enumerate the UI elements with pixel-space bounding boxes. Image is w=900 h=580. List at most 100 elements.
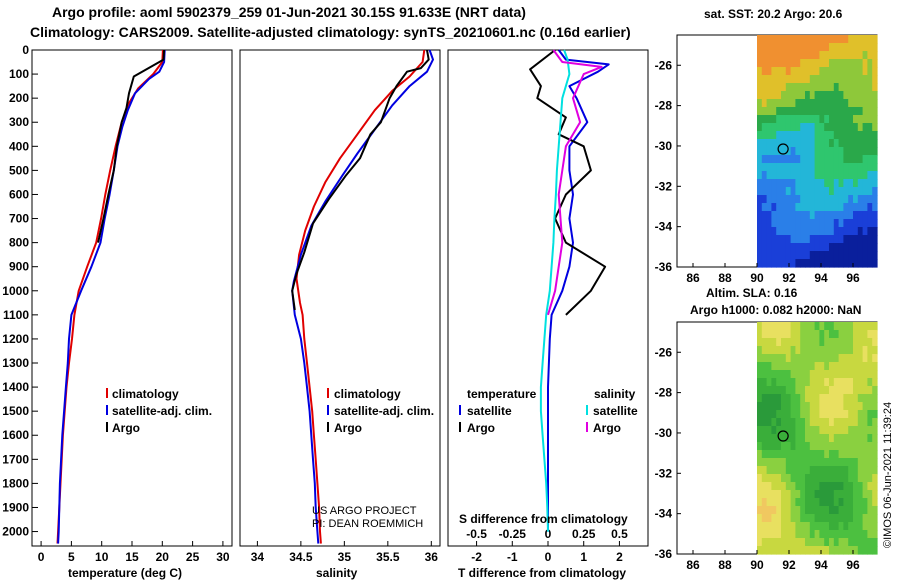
map-cell: [819, 99, 825, 108]
map-cell: [872, 322, 878, 331]
map-cell: [800, 187, 806, 196]
map-cell: [766, 394, 772, 403]
map-cell: [833, 155, 840, 164]
map-cell: [857, 458, 864, 467]
pressure-tick-label: 600: [9, 187, 29, 201]
map-cell: [824, 259, 830, 268]
map-cell: [795, 354, 801, 363]
map-cell: [857, 131, 864, 140]
map-cell: [872, 370, 878, 379]
lon-tick-label: 90: [750, 558, 764, 572]
map-cell: [853, 466, 859, 475]
map-cell: [829, 498, 835, 507]
map-cell: [843, 203, 849, 212]
map-cell: [829, 514, 835, 523]
map-cell: [766, 35, 772, 44]
map-cell: [848, 139, 854, 148]
map-cell: [785, 426, 792, 435]
map-cell: [848, 163, 854, 172]
map-cell: [872, 546, 878, 555]
map-cell: [766, 498, 772, 507]
map-cell: [785, 187, 792, 196]
map-cell: [833, 91, 840, 100]
map-cell: [843, 354, 849, 363]
map-cell: [848, 131, 854, 140]
map-cell: [843, 506, 849, 515]
map-cell: [785, 243, 792, 252]
map-cell: [857, 354, 864, 363]
map-cell: [833, 35, 840, 44]
map-cell: [872, 354, 878, 363]
map-cell: [781, 123, 787, 132]
map-cell: [785, 498, 792, 507]
lon-tick-label: 92: [782, 558, 796, 572]
map-cell: [771, 35, 777, 44]
map-cell: [824, 354, 830, 363]
map-cell: [824, 235, 830, 244]
map-cell: [809, 522, 816, 531]
map-cell: [781, 338, 787, 347]
map-cell: [795, 450, 801, 459]
map-cell: [785, 235, 792, 244]
map-cell: [862, 251, 868, 260]
map-cell: [872, 498, 878, 507]
map-cell: [838, 466, 844, 475]
map-cell: [805, 370, 811, 379]
map-cell: [862, 546, 868, 555]
map-cell: [838, 338, 844, 347]
map-cell: [814, 259, 820, 268]
map-cell: [824, 522, 830, 531]
map-cell: [862, 51, 868, 60]
map-cell: [805, 362, 811, 371]
map-cell: [805, 219, 811, 228]
map-cell: [853, 147, 859, 156]
map-cell: [800, 538, 806, 547]
map-cell: [809, 243, 816, 252]
map-cell: [862, 131, 868, 140]
map-cell: [872, 171, 878, 180]
map-cell: [867, 187, 873, 196]
map-cell: [848, 179, 854, 188]
map-cell: [805, 259, 811, 268]
map-cell: [843, 490, 849, 499]
map-cell: [848, 99, 854, 108]
map-cell: [829, 35, 835, 44]
map-cell: [819, 434, 825, 443]
map-cell: [867, 139, 873, 148]
map-cell: [790, 155, 796, 164]
lon-tick-label: 96: [846, 271, 860, 285]
map-cell: [819, 115, 825, 124]
map-cell: [872, 35, 878, 44]
map-cell: [867, 522, 873, 531]
pi-credit: PI: DEAN ROEMMICH: [312, 518, 423, 530]
map-cell: [853, 43, 859, 52]
map-cell: [785, 322, 792, 331]
map-cell: [819, 490, 825, 499]
map-cell: [843, 59, 849, 68]
map-cell: [867, 514, 873, 523]
map-cell: [757, 243, 763, 252]
map-cell: [814, 394, 820, 403]
map-cell: [814, 362, 820, 371]
map-cell: [829, 362, 835, 371]
map-cell: [819, 139, 825, 148]
map-cell: [838, 434, 844, 443]
map-cell: [824, 187, 830, 196]
map-cell: [776, 442, 782, 451]
map-cell: [771, 346, 777, 355]
legend-swatch-satellite: [327, 405, 329, 415]
map-cell: [800, 442, 806, 451]
map-cell: [853, 346, 859, 355]
map-cell: [785, 227, 792, 236]
map-cell: [843, 83, 849, 92]
map-cell: [761, 35, 768, 44]
map-cell: [848, 330, 854, 339]
map-cell: [800, 179, 806, 188]
map-cell: [795, 131, 801, 140]
map-cell: [862, 43, 868, 52]
map-cell: [781, 99, 787, 108]
map-cell: [843, 91, 849, 100]
map-cell: [848, 187, 854, 196]
map-cell: [785, 394, 792, 403]
map-cell: [776, 426, 782, 435]
